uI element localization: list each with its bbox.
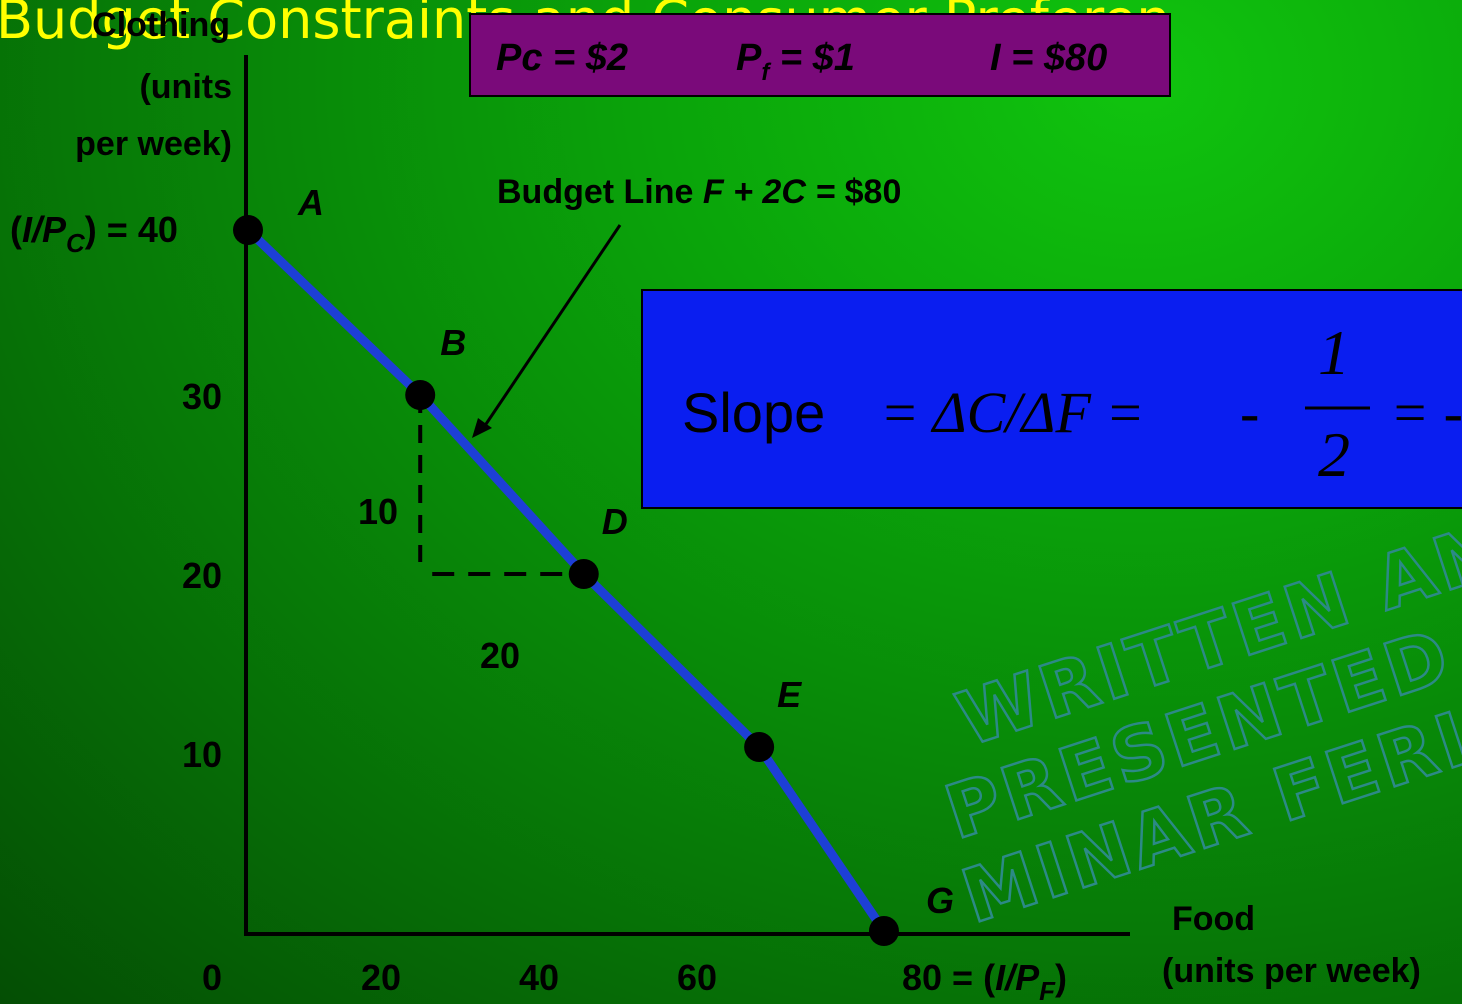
slope-numerator: 1 bbox=[1318, 317, 1350, 388]
x-axis-title-line-2: (units per week) bbox=[1162, 952, 1421, 990]
price-box-background bbox=[469, 13, 1171, 97]
x-tick-0: 0 bbox=[202, 957, 222, 998]
rise-label: 10 bbox=[358, 491, 398, 532]
y-axis-title-line-1: Clothing bbox=[92, 6, 230, 44]
budget-line-arrow-head bbox=[472, 418, 492, 438]
point-label-B: B bbox=[440, 322, 466, 363]
point-E bbox=[744, 732, 775, 762]
point-D bbox=[568, 559, 599, 589]
y-tick-20: 20 bbox=[182, 555, 222, 596]
slope-minus: - bbox=[1240, 380, 1259, 445]
point-label-E: E bbox=[777, 674, 802, 715]
point-label-D: D bbox=[602, 501, 628, 542]
watermark: WRITTEN AND PRESENTED BY MINAR FERICH bbox=[934, 485, 1462, 942]
budget-line-arrow-shaft bbox=[480, 224, 622, 431]
slope-denominator: 2 bbox=[1318, 419, 1350, 490]
slope-expression: = ΔC/ΔF = bbox=[880, 380, 1145, 445]
slope-trailing: = - bbox=[1390, 380, 1462, 445]
y-axis-title-line-3: per week) bbox=[75, 125, 232, 163]
slope-box: Slope = ΔC/ΔF = - 1 2 = - bbox=[641, 289, 1462, 509]
income-label: I = $80 bbox=[990, 37, 1107, 79]
y-tick-10: 10 bbox=[182, 734, 222, 775]
x-tick-labels: 0 20 40 60 bbox=[202, 957, 717, 998]
y-intercept-label: (I/PC) = 40 bbox=[10, 209, 178, 258]
price-clothing: Pc = $2 bbox=[496, 37, 628, 79]
y-axis-title-line-2: (units bbox=[139, 68, 232, 106]
point-B bbox=[405, 380, 436, 410]
price-food: Pf = $1 bbox=[736, 37, 855, 86]
x-tick-20: 20 bbox=[361, 957, 401, 998]
slope-box-background bbox=[641, 289, 1462, 509]
x-axis-title-line-1: Food bbox=[1172, 900, 1255, 938]
run-label: 20 bbox=[480, 635, 520, 676]
rise-run-indicator bbox=[418, 395, 584, 576]
point-label-A: A bbox=[297, 182, 324, 223]
slope-word: Slope bbox=[682, 381, 825, 444]
y-tick-30: 30 bbox=[182, 376, 222, 417]
price-box: Pc = $2 Pf = $1 I = $80 bbox=[469, 13, 1171, 97]
x-intercept-label: 80 = (I/PF) bbox=[902, 957, 1067, 1004]
x-tick-60: 60 bbox=[677, 957, 717, 998]
y-tick-labels: 10 20 30 bbox=[182, 376, 222, 775]
point-A bbox=[233, 215, 263, 245]
budget-line-label: Budget Line F + 2C = $80 bbox=[497, 173, 901, 211]
point-G bbox=[868, 916, 899, 946]
point-label-G: G bbox=[926, 880, 954, 921]
x-tick-40: 40 bbox=[519, 957, 559, 998]
budget-points: A B D E G bbox=[233, 182, 954, 946]
